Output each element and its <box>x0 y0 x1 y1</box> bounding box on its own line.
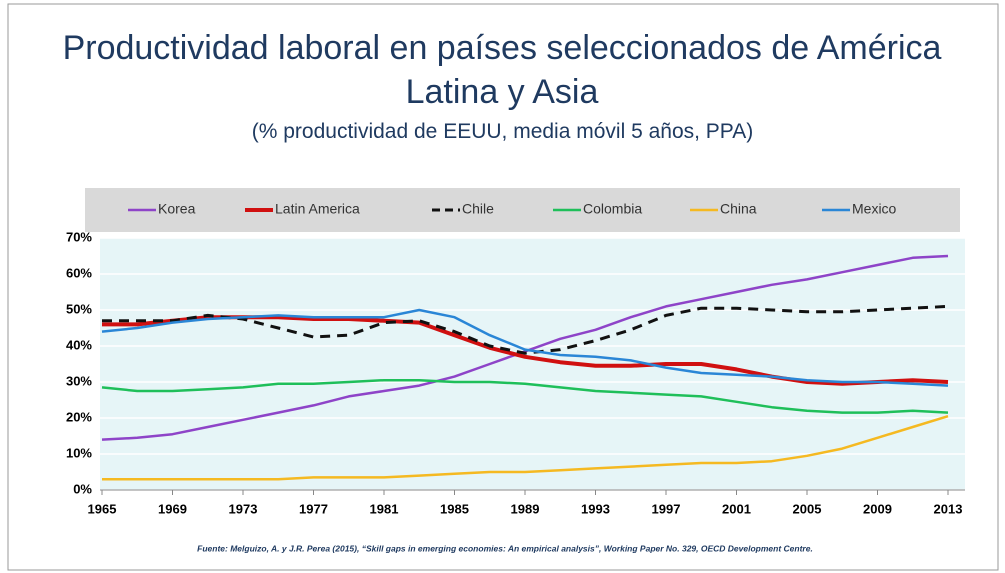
y-tick-label: 70% <box>66 229 92 244</box>
legend-label: Chile <box>462 201 494 217</box>
x-tick-label: 2009 <box>863 501 892 516</box>
y-tick-label: 20% <box>66 409 92 424</box>
series-line <box>101 378 949 414</box>
legend-label: Mexico <box>852 201 897 217</box>
series-line <box>102 415 949 481</box>
x-tick-label: 1985 <box>440 501 469 516</box>
chart-title: Productividad laboral en países seleccio… <box>62 29 942 111</box>
x-tick-label: 2005 <box>793 501 822 516</box>
x-tick-label: 1997 <box>652 501 681 516</box>
x-tick-label: 1981 <box>370 501 399 516</box>
x-tick-label: 1973 <box>229 501 258 516</box>
chart-subtitle: (% productividad de EEUU, media móvil 5 … <box>251 120 754 143</box>
x-tick-label: 1989 <box>511 501 540 516</box>
x-tick-label: 1965 <box>88 501 117 516</box>
series-line <box>101 308 949 387</box>
x-tick-label: 1969 <box>158 501 187 516</box>
source-note: Fuente: Melguizo, A. y J.R. Perea (2015)… <box>197 543 813 553</box>
legend-label: Korea <box>158 201 196 217</box>
legend-label: China <box>720 201 757 217</box>
y-tick-label: 50% <box>66 301 92 316</box>
y-tick-label: 40% <box>66 337 92 352</box>
y-tick-label: 30% <box>66 373 92 388</box>
x-tick-label: 1993 <box>581 501 610 516</box>
y-tick-label: 60% <box>66 265 92 280</box>
x-tick-label: 2013 <box>934 501 963 516</box>
y-tick-label: 10% <box>66 445 92 460</box>
y-tick-label: 0% <box>73 481 92 496</box>
series-line <box>102 304 949 355</box>
x-tick-label: 1977 <box>299 501 328 516</box>
frame <box>7 3 999 571</box>
plot-area <box>100 238 965 490</box>
x-tick-label: 2001 <box>722 501 751 516</box>
series-line <box>101 254 949 441</box>
legend-label: Colombia <box>583 201 642 217</box>
legend-band <box>85 188 960 232</box>
legend-label: Latin America <box>275 201 360 217</box>
